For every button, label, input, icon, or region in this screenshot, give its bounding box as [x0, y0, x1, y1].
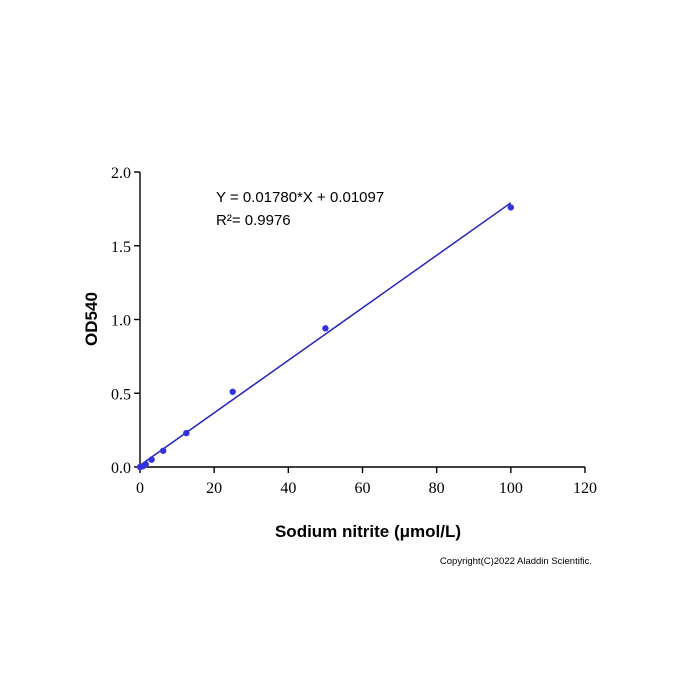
data-point — [148, 456, 155, 463]
equation-annotation: Y = 0.01780*X + 0.01097 — [216, 189, 384, 206]
y-ticks: 0.0 0.5 1.0 1.5 2.0 — [111, 165, 140, 477]
y-tick-label: 0.5 — [111, 386, 131, 403]
data-point — [159, 447, 167, 454]
x-tick-label: 100 — [499, 480, 523, 497]
x-axis: 0 20 40 60 80 100 120 — [136, 466, 597, 497]
x-tick-label: 0 — [136, 480, 144, 497]
y-tick-label: 2.0 — [111, 165, 131, 182]
x-axis-title: Sodium nitrite (μmol/L) — [275, 522, 461, 541]
x-tick-label: 20 — [206, 480, 222, 497]
data-point — [322, 325, 329, 332]
fit-layer — [139, 202, 512, 466]
points-layer — [136, 204, 515, 471]
data-point — [507, 204, 515, 211]
x-tick-label: 120 — [573, 480, 597, 497]
data-point — [183, 429, 190, 437]
data-point — [229, 388, 236, 395]
fit-line — [139, 202, 512, 466]
y-axis-title: OD540 — [82, 292, 101, 346]
y-tick-label: 1.0 — [111, 313, 131, 330]
y-tick-label: 1.5 — [111, 239, 131, 256]
r-squared-annotation: R²= 0.9976 — [216, 212, 291, 229]
x-tick-label: 60 — [355, 480, 371, 497]
x-tick-label: 80 — [429, 480, 445, 497]
data-point — [142, 461, 149, 468]
y-axis: 0.0 0.5 1.0 1.5 2.0 — [111, 165, 141, 477]
x-ticks: 0 20 40 60 80 100 120 — [136, 467, 597, 497]
y-tick-label: 0.0 — [111, 460, 131, 477]
copyright-text: Copyright(C)2022 Aladdin Scientific. — [440, 556, 592, 567]
x-tick-label: 40 — [280, 480, 296, 497]
